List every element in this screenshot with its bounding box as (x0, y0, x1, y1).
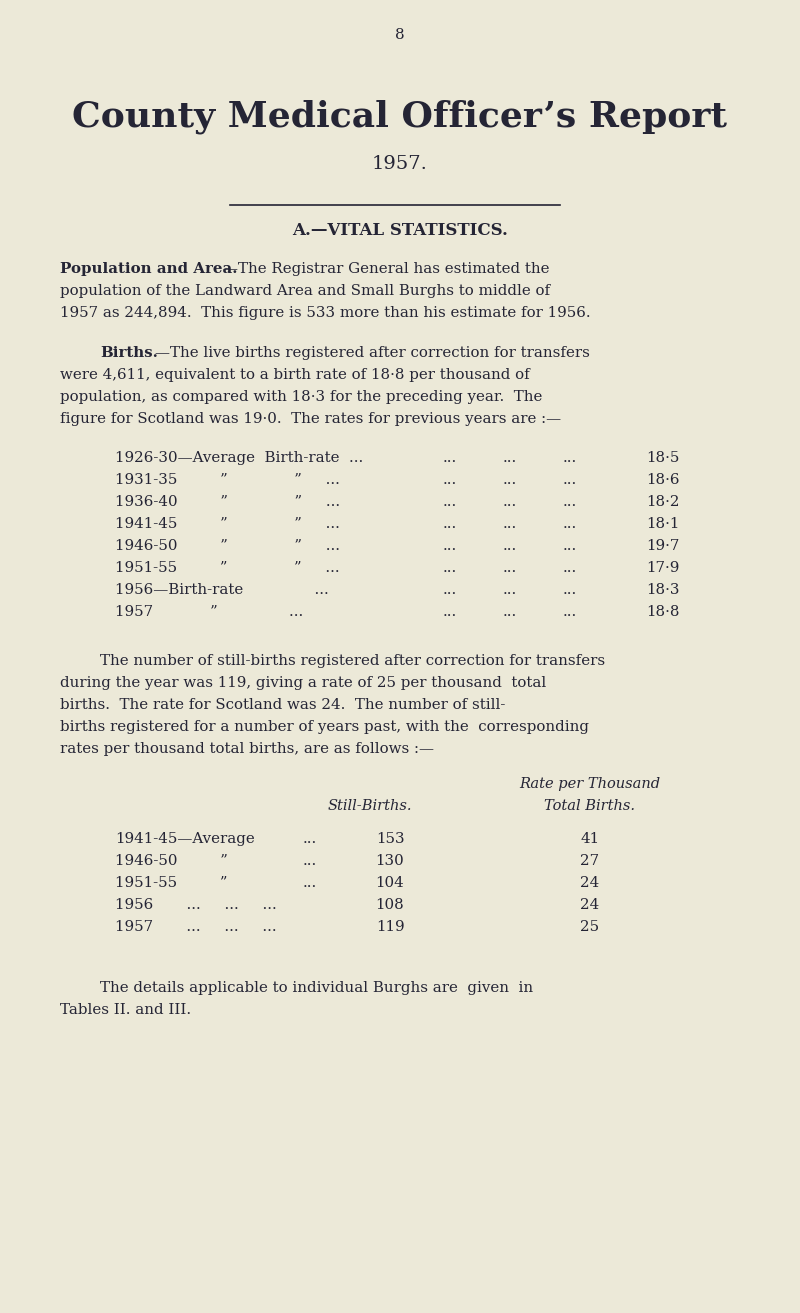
Text: A.—VITAL STATISTICS.: A.—VITAL STATISTICS. (292, 222, 508, 239)
Text: ...: ... (563, 605, 577, 620)
Text: ...: ... (503, 540, 517, 553)
Text: 25: 25 (581, 920, 599, 934)
Text: 24: 24 (580, 898, 600, 911)
Text: Tables II. and III.: Tables II. and III. (60, 1003, 191, 1018)
Text: ...: ... (443, 540, 457, 553)
Text: ...: ... (563, 561, 577, 575)
Text: ...: ... (563, 583, 577, 597)
Text: 24: 24 (580, 876, 600, 890)
Text: 1957 as 244,894.  This figure is 533 more than his estimate for 1956.: 1957 as 244,894. This figure is 533 more… (60, 306, 590, 320)
Text: ...: ... (443, 517, 457, 532)
Text: 1941-45—Average: 1941-45—Average (115, 832, 254, 846)
Text: 1926-30—Average  Birth-rate  ...: 1926-30—Average Birth-rate ... (115, 452, 363, 465)
Text: ...: ... (303, 832, 317, 846)
Text: ...: ... (503, 517, 517, 532)
Text: Population and Area.: Population and Area. (60, 263, 238, 276)
Text: 1957.: 1957. (372, 155, 428, 173)
Text: ...: ... (503, 605, 517, 620)
Text: 41: 41 (581, 832, 599, 846)
Text: 1941-45         ”              ”     ...: 1941-45 ” ” ... (115, 517, 340, 532)
Text: rates per thousand total births, are as follows :—: rates per thousand total births, are as … (60, 742, 434, 755)
Text: County Medical Officer’s Report: County Medical Officer’s Report (73, 100, 727, 134)
Text: ...: ... (563, 452, 577, 465)
Text: 8: 8 (395, 28, 405, 42)
Text: ...: ... (443, 473, 457, 487)
Text: 18·8: 18·8 (646, 605, 680, 620)
Text: ...: ... (563, 473, 577, 487)
Text: 1951-55         ”: 1951-55 ” (115, 876, 227, 890)
Text: The details applicable to individual Burghs are  given  in: The details applicable to individual Bur… (100, 981, 533, 995)
Text: ...: ... (303, 876, 317, 890)
Text: births registered for a number of years past, with the  corresponding: births registered for a number of years … (60, 720, 589, 734)
Text: —The live births registered after correction for transfers: —The live births registered after correc… (155, 345, 590, 360)
Text: 1931-35         ”              ”     ...: 1931-35 ” ” ... (115, 473, 340, 487)
Text: 18·3: 18·3 (646, 583, 680, 597)
Text: 1956       ...     ...     ...: 1956 ... ... ... (115, 898, 277, 911)
Text: ...: ... (563, 540, 577, 553)
Text: —The Registrar General has estimated the: —The Registrar General has estimated the (223, 263, 550, 276)
Text: The number of still-births registered after correction for transfers: The number of still-births registered af… (100, 654, 605, 667)
Text: 1946-50         ”: 1946-50 ” (115, 853, 228, 868)
Text: ...: ... (563, 517, 577, 532)
Text: ...: ... (503, 473, 517, 487)
Text: 1956—Birth-rate               ...: 1956—Birth-rate ... (115, 583, 329, 597)
Text: Still-Births.: Still-Births. (328, 798, 412, 813)
Text: 19·7: 19·7 (646, 540, 680, 553)
Text: ...: ... (503, 561, 517, 575)
Text: 1957            ”               ...: 1957 ” ... (115, 605, 303, 620)
Text: 17·9: 17·9 (646, 561, 680, 575)
Text: Births.: Births. (100, 345, 158, 360)
Text: during the year was 119, giving a rate of 25 per thousand  total: during the year was 119, giving a rate o… (60, 676, 546, 689)
Text: 1936-40         ”              ”     ...: 1936-40 ” ” ... (115, 495, 340, 509)
Text: ...: ... (563, 495, 577, 509)
Text: ...: ... (443, 583, 457, 597)
Text: ...: ... (503, 452, 517, 465)
Text: were 4,611, equivalent to a birth rate of 18·8 per thousand of: were 4,611, equivalent to a birth rate o… (60, 368, 530, 382)
Text: 18·1: 18·1 (646, 517, 680, 532)
Text: ...: ... (443, 495, 457, 509)
Text: population of the Landward Area and Small Burghs to middle of: population of the Landward Area and Smal… (60, 284, 550, 298)
Text: ...: ... (443, 605, 457, 620)
Text: 119: 119 (376, 920, 404, 934)
Text: ...: ... (443, 452, 457, 465)
Text: 27: 27 (581, 853, 599, 868)
Text: 18·6: 18·6 (646, 473, 680, 487)
Text: 153: 153 (376, 832, 404, 846)
Text: figure for Scotland was 19·0.  The rates for previous years are :—: figure for Scotland was 19·0. The rates … (60, 411, 561, 425)
Text: Rate per Thousand: Rate per Thousand (519, 777, 661, 790)
Text: 1957       ...     ...     ...: 1957 ... ... ... (115, 920, 277, 934)
Text: births.  The rate for Scotland was 24.  The number of still-: births. The rate for Scotland was 24. Th… (60, 697, 506, 712)
Text: 104: 104 (376, 876, 404, 890)
Text: ...: ... (503, 583, 517, 597)
Text: ...: ... (443, 561, 457, 575)
Text: 108: 108 (376, 898, 404, 911)
Text: 130: 130 (376, 853, 404, 868)
Text: Total Births.: Total Births. (545, 798, 635, 813)
Text: 1951-55         ”              ”     ...: 1951-55 ” ” ... (115, 561, 340, 575)
Text: 18·5: 18·5 (646, 452, 680, 465)
Text: ...: ... (503, 495, 517, 509)
Text: 18·2: 18·2 (646, 495, 680, 509)
Text: 1946-50         ”              ”     ...: 1946-50 ” ” ... (115, 540, 340, 553)
Text: population, as compared with 18·3 for the preceding year.  The: population, as compared with 18·3 for th… (60, 390, 542, 403)
Text: ...: ... (303, 853, 317, 868)
